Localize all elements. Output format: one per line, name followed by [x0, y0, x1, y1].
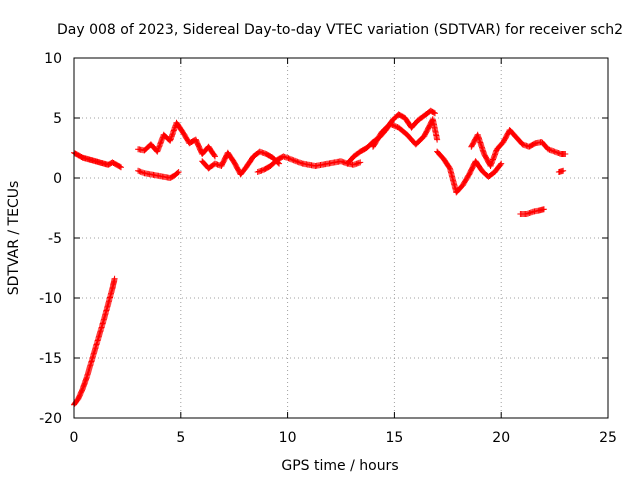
data-point	[395, 111, 407, 121]
data-point	[370, 130, 384, 150]
y-tick-label: 0	[53, 171, 62, 187]
y-tick-label: 5	[53, 111, 62, 127]
data-point	[261, 163, 273, 173]
data-point	[357, 145, 369, 155]
x-tick-label: 10	[279, 430, 297, 446]
data-point	[485, 169, 497, 180]
y-tick-label: -5	[48, 231, 62, 247]
data-point	[500, 128, 513, 145]
data-point	[562, 151, 569, 157]
data-point	[350, 149, 363, 160]
series-segment	[555, 167, 567, 175]
data-point	[244, 154, 256, 169]
y-tick-label: -15	[39, 351, 62, 367]
data-point	[414, 113, 427, 124]
data-point	[357, 159, 364, 166]
series-segment	[135, 167, 182, 181]
data-point	[88, 346, 98, 366]
data-point	[83, 361, 94, 381]
data-point	[79, 375, 90, 393]
x-tick-label: 15	[385, 430, 403, 446]
axis-ticks: 0 5 10 15 20 25 -20 -15 -10 -5 0 5 10	[39, 51, 617, 446]
series-segment	[468, 127, 569, 169]
data-series	[71, 107, 569, 408]
data-point	[434, 136, 441, 143]
data-point	[117, 164, 124, 171]
y-axis-label: SDTVAR / TECUs	[6, 181, 22, 296]
data-point	[526, 140, 538, 150]
x-tick-label: 20	[492, 430, 510, 446]
data-point	[540, 206, 547, 213]
data-point	[263, 151, 275, 160]
data-point	[404, 131, 418, 147]
data-point	[75, 152, 85, 160]
data-point	[446, 165, 459, 195]
x-tick-label: 5	[176, 430, 185, 446]
series-segment	[370, 116, 441, 150]
data-point	[205, 143, 218, 159]
data-point	[363, 139, 376, 151]
data-point	[474, 131, 487, 156]
data-point	[513, 134, 525, 147]
data-point	[491, 161, 504, 175]
data-point	[105, 286, 116, 307]
data-point	[408, 118, 420, 131]
chart-title: Day 008 of 2023, Sidereal Day-to-day VTE…	[57, 22, 623, 38]
data-point	[211, 153, 218, 160]
data-point	[472, 158, 485, 173]
x-tick-label: 0	[70, 430, 79, 446]
data-point	[506, 127, 519, 140]
data-point	[555, 168, 566, 175]
data-point	[267, 157, 279, 169]
series-segment	[254, 153, 364, 175]
data-point	[560, 167, 567, 174]
data-point	[167, 173, 177, 181]
data-point	[175, 169, 182, 175]
data-point	[113, 161, 123, 170]
y-tick-label: -20	[39, 411, 62, 427]
data-point	[111, 275, 118, 282]
data-point	[96, 317, 107, 337]
data-point	[429, 116, 440, 142]
data-point	[100, 302, 111, 323]
series-segment	[517, 206, 547, 217]
data-point	[427, 107, 437, 116]
grid	[74, 58, 608, 418]
data-point	[92, 332, 103, 352]
data-point	[109, 159, 119, 168]
data-point	[224, 149, 237, 165]
series-segment	[71, 275, 118, 408]
data-point	[344, 154, 356, 167]
x-axis-label: GPS time / hours	[281, 458, 398, 474]
series-segment	[434, 148, 505, 196]
data-point	[412, 133, 427, 148]
data-point	[538, 139, 551, 152]
y-tick-label: 10	[44, 51, 62, 67]
data-point	[498, 160, 505, 167]
data-point	[171, 169, 181, 179]
data-point	[440, 155, 453, 171]
data-point	[493, 140, 506, 153]
data-point	[173, 119, 186, 135]
data-point	[459, 172, 472, 189]
data-point	[154, 133, 167, 155]
series-segment	[71, 149, 124, 171]
y-tick-label: -10	[39, 291, 62, 307]
data-point	[487, 147, 500, 169]
series-segment	[135, 119, 218, 160]
data-point	[395, 124, 410, 137]
data-point	[431, 110, 438, 117]
series-segment	[199, 148, 283, 178]
data-point	[434, 148, 446, 161]
data-point	[453, 183, 465, 196]
data-point	[237, 164, 250, 178]
x-tick-label: 25	[599, 430, 617, 446]
